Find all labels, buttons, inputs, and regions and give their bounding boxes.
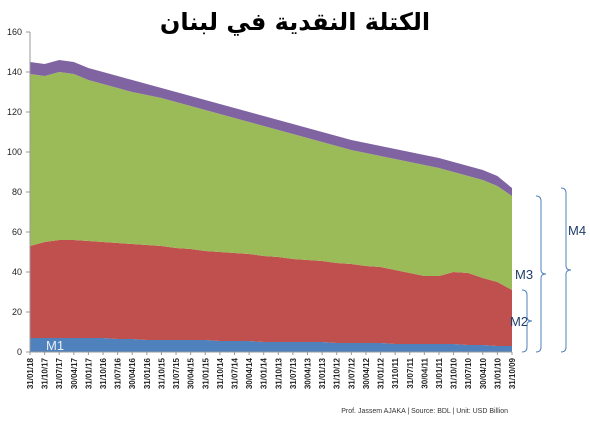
series-label: M1 [46, 338, 64, 353]
x-tick-label: 31/10/10 [450, 357, 459, 389]
x-tick-label: 31/10/17 [41, 357, 50, 389]
x-tick-label: 31/10/14 [216, 357, 225, 389]
x-tick-label: 30/04/12 [362, 357, 371, 389]
x-tick-label: 31/01/15 [201, 357, 210, 389]
area [30, 338, 512, 352]
x-tick-label: 30/04/13 [304, 357, 313, 389]
x-tick-label: 31/01/13 [318, 357, 327, 389]
footnote: Prof. Jassem AJAKA | Source: BDL | Unit:… [341, 408, 508, 415]
x-tick-label: 31/10/13 [274, 357, 283, 389]
brace [521, 289, 533, 353]
x-tick-label: 31/10/09 [508, 357, 517, 389]
x-tick-label: 31/10/12 [333, 357, 342, 389]
x-tick-label: 31/10/11 [391, 357, 400, 388]
x-tick-label: 30/04/11 [420, 357, 429, 388]
brace [560, 187, 572, 353]
x-tick-label: 30/04/10 [479, 357, 488, 389]
x-tick-label: 31/07/15 [172, 357, 181, 389]
x-tick-label: 30/04/14 [245, 357, 254, 389]
x-tick-label: 30/04/17 [70, 357, 79, 389]
x-tick-label: 31/07/13 [289, 357, 298, 389]
y-tick-label: 160 [7, 27, 22, 37]
y-tick-label: 40 [12, 267, 22, 277]
series-label: M4 [568, 223, 586, 238]
x-tick-label: 31/07/11 [406, 357, 415, 388]
area [30, 60, 512, 196]
x-tick-label: 31/07/17 [55, 357, 64, 389]
area [30, 72, 512, 290]
chart-title: الكتلة النقدية في لبنان [160, 8, 430, 36]
x-tick-label: 31/10/16 [99, 357, 108, 389]
x-tick-label: 31/01/18 [26, 357, 35, 389]
series-label: M3 [515, 267, 533, 282]
x-tick-label: 31/07/10 [464, 357, 473, 389]
x-tick-label: 31/07/14 [230, 357, 239, 389]
x-tick-label: 31/01/10 [493, 357, 502, 389]
x-tick-label: 31/01/14 [260, 357, 269, 389]
brace [535, 195, 547, 353]
area [30, 240, 512, 346]
series-label: M2 [510, 314, 528, 329]
x-tick-label: 31/01/11 [435, 357, 444, 388]
x-tick-label: 30/04/16 [128, 357, 137, 389]
y-tick-label: 20 [12, 307, 22, 317]
x-tick-label: 30/04/15 [187, 357, 196, 389]
y-tick-label: 140 [7, 67, 22, 77]
y-tick-label: 60 [12, 227, 22, 237]
x-tick-label: 31/01/16 [143, 357, 152, 389]
y-tick-label: 120 [7, 107, 22, 117]
x-tick-label: 31/07/16 [114, 357, 123, 389]
x-tick-label: 31/07/12 [347, 357, 356, 389]
y-tick-label: 80 [12, 187, 22, 197]
x-tick-label: 31/01/17 [84, 357, 93, 389]
y-tick-label: 100 [7, 147, 22, 157]
y-tick-label: 0 [17, 347, 22, 357]
x-tick-label: 31/10/15 [157, 357, 166, 389]
x-tick-label: 31/01/12 [377, 357, 386, 389]
